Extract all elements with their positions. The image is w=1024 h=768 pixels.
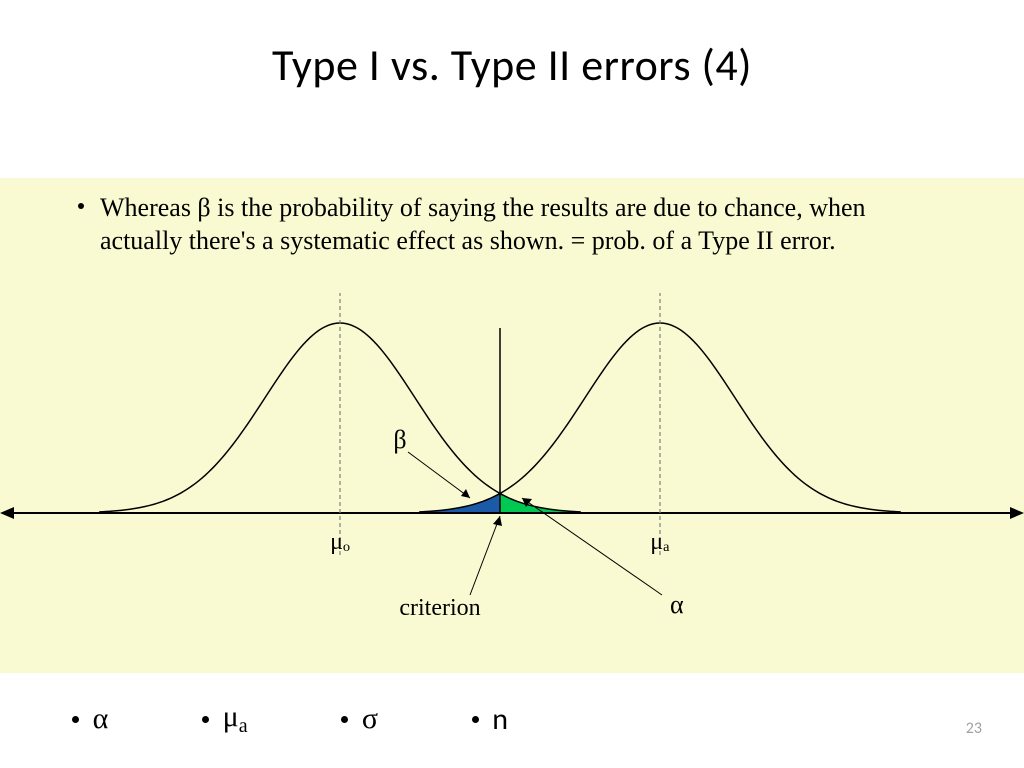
criterion-label: criterion: [399, 595, 480, 621]
footer-mu-a-symbol: μa: [223, 700, 248, 733]
page-number: 23: [966, 719, 982, 738]
bullet-dot-icon: [78, 203, 84, 209]
beta-leader-line: [408, 452, 470, 498]
axis-arrow-left-icon: [0, 507, 14, 519]
criterion-leader-arrow-icon: [493, 516, 502, 526]
footer-bullet-sigma: σ: [341, 702, 378, 736]
axis-arrow-right-icon: [1010, 507, 1024, 519]
bullet-dot-icon: [341, 716, 348, 723]
footer-bullets: α μa σ n: [72, 700, 952, 740]
bullet-paragraph: Whereas β is the probability of saying t…: [100, 192, 950, 257]
beta-leader-arrow-icon: [461, 489, 470, 498]
bullet-dot-icon: [472, 716, 479, 723]
content-box: Whereas β is the probability of saying t…: [0, 178, 1024, 673]
footer-alpha-symbol: α: [93, 702, 109, 735]
beta-label: β: [393, 425, 406, 454]
alpha-label: α: [670, 590, 684, 619]
bullet-text-content: Whereas β is the probability of saying t…: [100, 193, 866, 255]
slide: Type I vs. Type II errors (4) Whereas β …: [0, 0, 1024, 768]
footer-n-symbol: n: [492, 701, 508, 738]
mua-label: μₐ: [650, 529, 670, 555]
page-title: Type I vs. Type II errors (4): [0, 38, 1024, 92]
footer-bullet-mu-a: μa: [202, 700, 248, 738]
beta-region: [420, 493, 500, 513]
criterion-leader-line: [470, 516, 500, 595]
mu0-label: μₒ: [330, 529, 350, 555]
footer-sigma-symbol: σ: [362, 702, 378, 735]
bullet-dot-icon: [202, 716, 209, 723]
type-error-diagram: μₒ μₐ β α criterion: [0, 293, 1024, 663]
footer-bullet-n: n: [472, 701, 508, 738]
bullet-dot-icon: [72, 716, 79, 723]
footer-bullet-alpha: α: [72, 702, 108, 736]
